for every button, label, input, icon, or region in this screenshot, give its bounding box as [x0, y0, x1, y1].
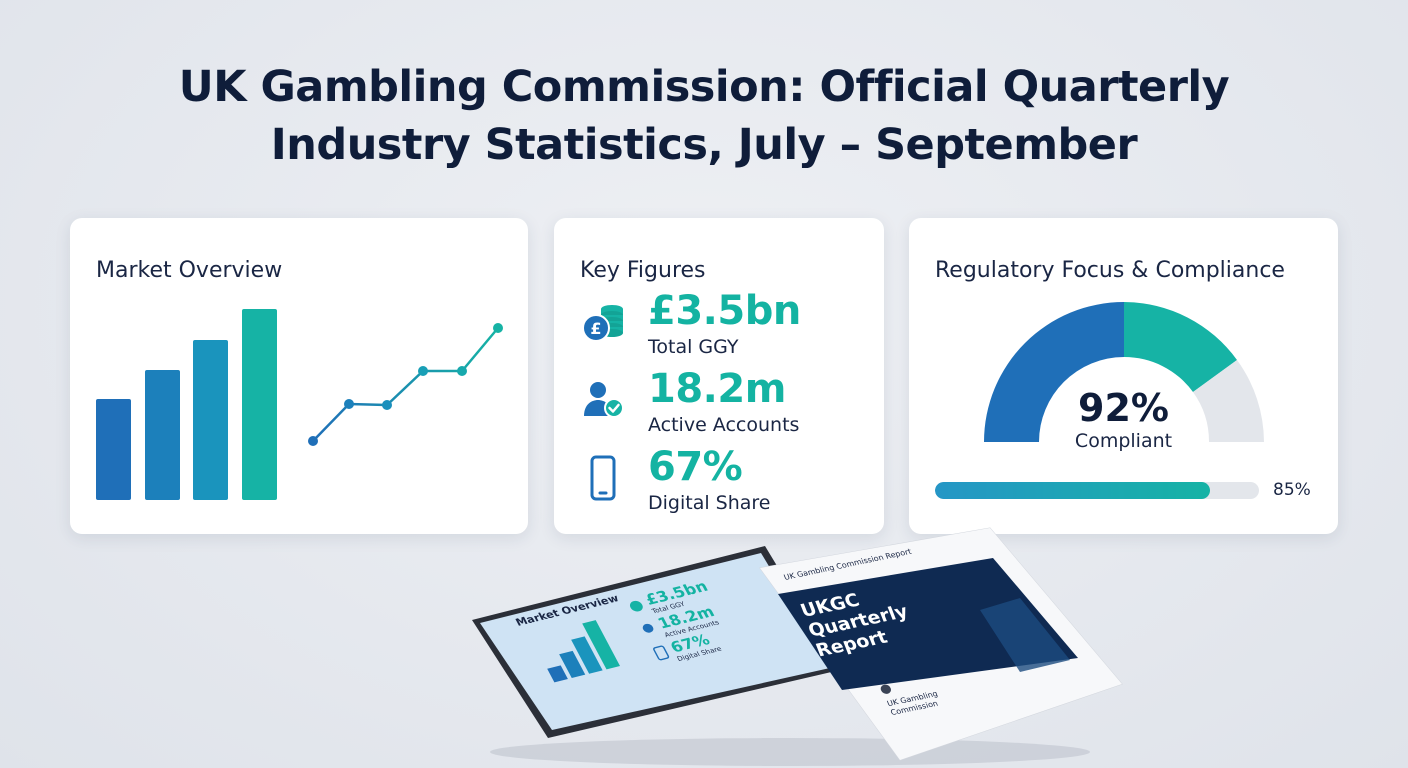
key-figure-total-ggy: £ £3.5bn Total GGY	[580, 288, 870, 362]
devices-illustration: Market Overview £3.5bn Total GGY 18.2m A…	[472, 527, 1123, 766]
total-ggy-value: £3.5bn	[648, 288, 801, 334]
gauge-label: Compliant	[1074, 430, 1173, 452]
page-title-line-2: Industry Statistics, July – September	[270, 120, 1138, 170]
market-trend-point-6	[493, 323, 503, 333]
smartphone-icon	[590, 455, 616, 501]
market-trend-point-1	[308, 436, 318, 446]
quarterly-report-booklet: UK Gambling Commission Report UKGC Quart…	[759, 527, 1123, 761]
compliance-progress-bar	[935, 482, 1259, 499]
compliance-progress-text: 85%	[1273, 480, 1311, 500]
user-check-icon	[584, 382, 624, 418]
market-trend-point-5	[457, 366, 467, 376]
crest-icon	[880, 684, 891, 694]
tablet-bar-3	[571, 636, 603, 674]
market-trend-point-4	[418, 366, 428, 376]
active-accounts-label: Active Accounts	[648, 414, 800, 436]
tablet-bar-4	[582, 620, 621, 670]
market-trend-point-3	[382, 400, 392, 410]
market-trend-line	[312, 327, 499, 442]
gauge-value: 92%	[1078, 386, 1169, 430]
page-title: UK Gambling Commission: Official Quarter…	[0, 58, 1408, 174]
regulatory-card: Regulatory Focus & Compliance 92% Compli…	[909, 218, 1338, 534]
tablet-bar-2	[559, 650, 586, 679]
key-figures-title: Key Figures	[580, 258, 706, 283]
tablet-bar-1	[547, 665, 568, 683]
compliance-progress-fill	[935, 482, 1211, 499]
svg-text:£: £	[590, 319, 601, 338]
compliance-gauge	[984, 302, 1264, 442]
total-ggy-label: Total GGY	[648, 336, 739, 358]
market-overview-chart	[96, 309, 503, 500]
market-overview-card: Market Overview	[70, 218, 528, 534]
active-accounts-value: 18.2m	[648, 366, 786, 412]
gauge-segment-grey	[1193, 360, 1264, 442]
coin-stack-icon: £	[582, 305, 623, 342]
tablet: Market Overview £3.5bn Total GGY 18.2m A…	[472, 546, 840, 738]
key-figure-active-accounts: 18.2m Active Accounts	[580, 366, 870, 440]
page-title-line-1: UK Gambling Commission: Official Quarter…	[178, 62, 1230, 112]
market-bar-4	[242, 309, 277, 500]
gauge-segment-teal	[1124, 302, 1237, 392]
gauge-segment-blue	[984, 302, 1124, 442]
market-bar-3	[193, 340, 228, 500]
market-overview-title: Market Overview	[96, 258, 283, 283]
regulatory-title: Regulatory Focus & Compliance	[935, 258, 1285, 283]
market-bar-1	[96, 399, 131, 500]
market-trend-point-2	[344, 399, 354, 409]
digital-share-value: 67%	[648, 444, 743, 490]
market-bar-2	[145, 370, 180, 500]
key-figures-card: Key Figures £ £3.5bn Total GGY 18.2m Act…	[554, 218, 884, 534]
key-figure-digital-share: 67% Digital Share	[580, 444, 870, 518]
digital-share-label: Digital Share	[648, 492, 771, 514]
